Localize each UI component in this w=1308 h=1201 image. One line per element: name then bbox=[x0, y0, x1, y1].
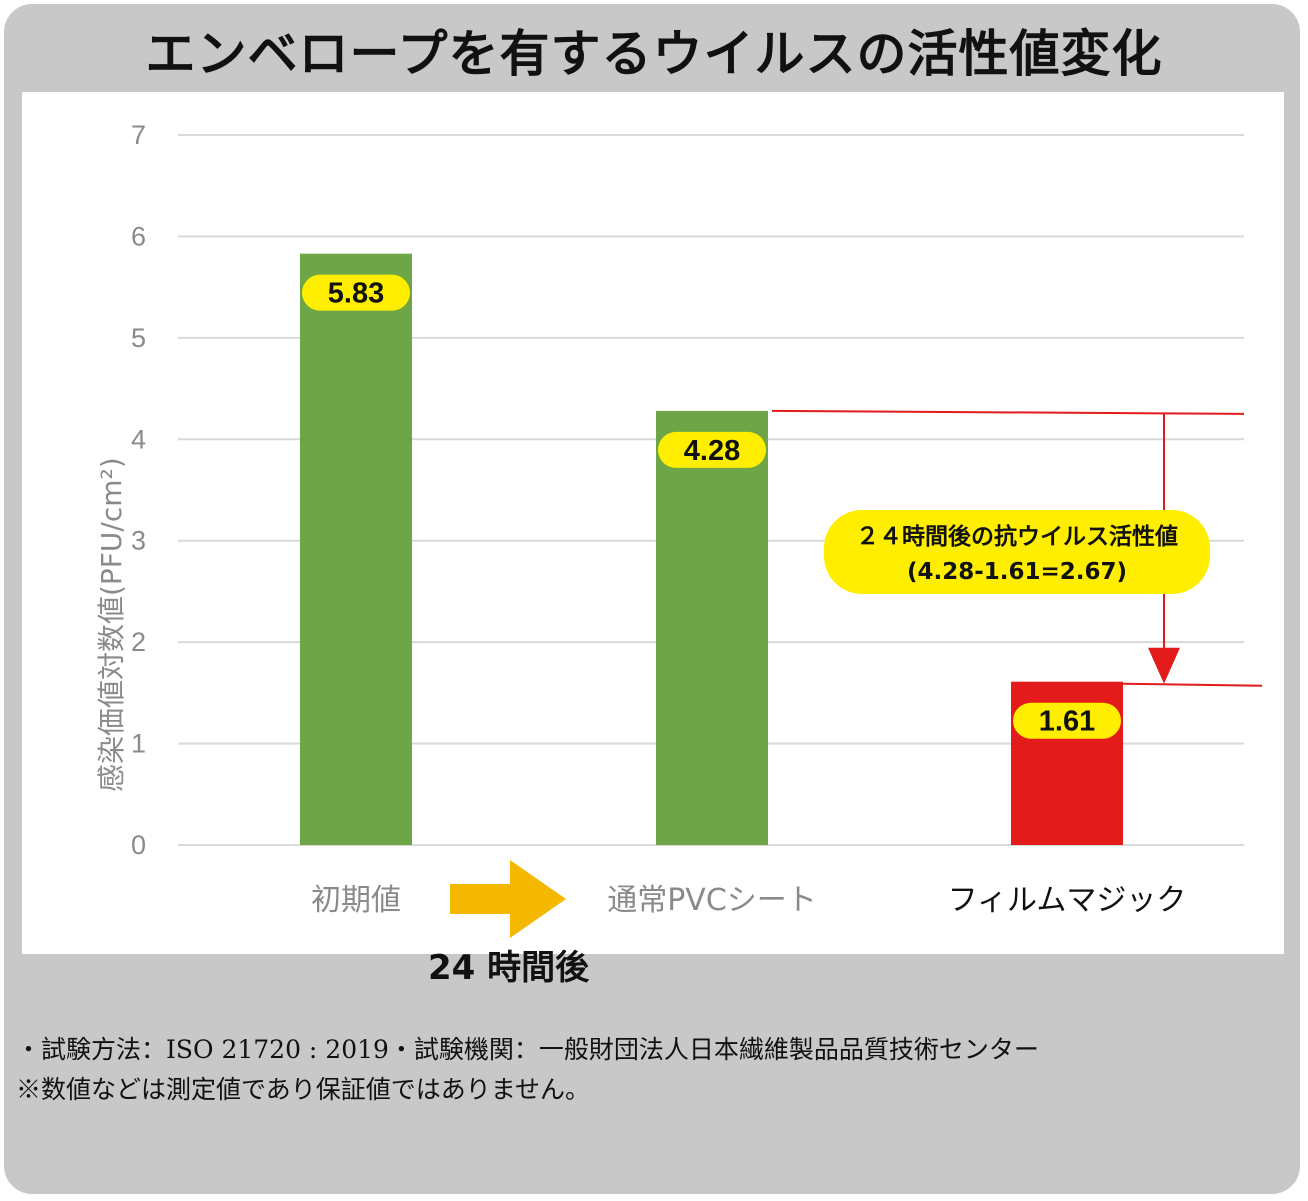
value-label-badge bbox=[302, 274, 410, 311]
time-label: 24 時間後 bbox=[428, 948, 590, 988]
difference-arrowhead-icon bbox=[1148, 647, 1180, 684]
value-label-badge bbox=[658, 431, 766, 468]
y-tick-label: 6 bbox=[131, 221, 146, 251]
y-tick-label: 1 bbox=[131, 729, 146, 759]
y-tick-label: 5 bbox=[131, 323, 146, 353]
bar bbox=[300, 253, 412, 845]
category-label: 通常PVCシート bbox=[607, 883, 817, 918]
reference-line-low bbox=[1122, 682, 1263, 687]
footnotes: ・試験方法：ISO 21720 : 2019・試験機関：一般財団法人日本繊維製品… bbox=[16, 1030, 1039, 1110]
y-axis-label: 感染価値対数値(PFU/cm²) bbox=[95, 457, 128, 792]
y-tick-label: 0 bbox=[131, 830, 146, 860]
difference-callout bbox=[824, 510, 1210, 594]
time-arrow-icon bbox=[450, 860, 566, 938]
reference-line-high bbox=[771, 409, 1245, 415]
value-label: 4.28 bbox=[684, 435, 740, 467]
chart-title: エンベロープを有するウイルスの活性値変化 bbox=[145, 25, 1163, 83]
category-label: 初期値 bbox=[311, 883, 401, 918]
value-label-badge bbox=[1013, 702, 1121, 739]
difference-title: ２４時間後の抗ウイルス活性値 bbox=[856, 523, 1178, 550]
plot-area: 0 1 2 3 4 5 6 7 5.83 初期値 4.28 通常PVCシート 1.61 フィルムマジック ２… bbox=[22, 92, 1284, 954]
bar-chart: 0 1 2 3 4 5 6 7 5.83 初期値 4.28 通常PVCシート 1.61 フィルムマジック ２… bbox=[131, 120, 1263, 938]
y-tick-label: 2 bbox=[131, 627, 146, 657]
footnote-test-method: ・試験方法：ISO 21720 : 2019・試験機関：一般財団法人日本繊維製品… bbox=[16, 1035, 1039, 1064]
difference-formula: (4.28-1.61=2.67) bbox=[907, 559, 1127, 585]
value-label: 5.83 bbox=[328, 278, 384, 310]
value-label: 1.61 bbox=[1039, 706, 1095, 738]
y-tick-label: 4 bbox=[131, 424, 146, 454]
category-label: フィルムマジック bbox=[948, 883, 1187, 918]
y-tick-label: 3 bbox=[131, 526, 146, 556]
y-tick-label: 7 bbox=[131, 120, 146, 150]
footnote-disclaimer: ※数値などは測定値であり保証値ではありません。 bbox=[16, 1075, 591, 1104]
bar bbox=[656, 410, 768, 845]
